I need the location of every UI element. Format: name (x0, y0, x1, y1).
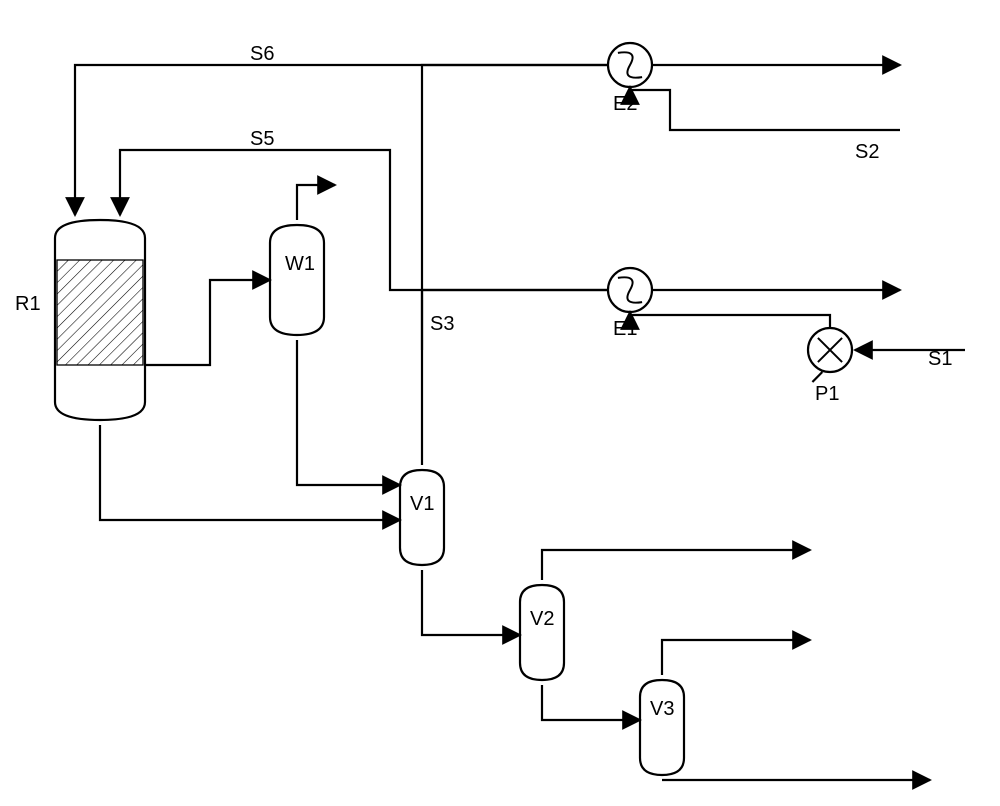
stream-R1-to-W1 (145, 280, 270, 365)
stream-V2-to-V3 (542, 685, 640, 720)
label-V3: V3 (650, 698, 674, 720)
stream-W1-vent (297, 185, 335, 220)
label-E2: E2 (613, 93, 637, 115)
reactor-bed (57, 260, 143, 365)
stream-V2-top-out (542, 550, 810, 580)
flash-V3 (640, 680, 684, 775)
stream-S2-to-E2 (630, 87, 900, 130)
stream-V3-top-out (662, 640, 810, 675)
label-S6: S6 (250, 43, 274, 65)
label-E1: E1 (613, 318, 637, 340)
stream-P1-to-E1 (630, 312, 830, 328)
stream-S5-to-R1 (120, 150, 608, 290)
label-S5: S5 (250, 128, 274, 150)
separator-W1 (270, 225, 324, 335)
label-S3: S3 (430, 313, 454, 335)
label-W1: W1 (285, 253, 315, 275)
label-V2: V2 (530, 608, 554, 630)
label-S2: S2 (855, 141, 879, 163)
stream-V1-to-V2 (422, 570, 520, 635)
label-S1: S1 (928, 348, 952, 370)
flash-V2 (520, 585, 564, 680)
label-V1: V1 (410, 493, 434, 515)
flash-V1 (400, 470, 444, 565)
stream-V1-to-E2 (422, 65, 608, 350)
stream-R1-to-V1 (100, 425, 400, 520)
stream-W1-to-V1 (297, 340, 400, 485)
label-P1: P1 (815, 383, 839, 405)
stream-S6-to-R1 (75, 65, 608, 215)
label-R1: R1 (15, 293, 41, 315)
